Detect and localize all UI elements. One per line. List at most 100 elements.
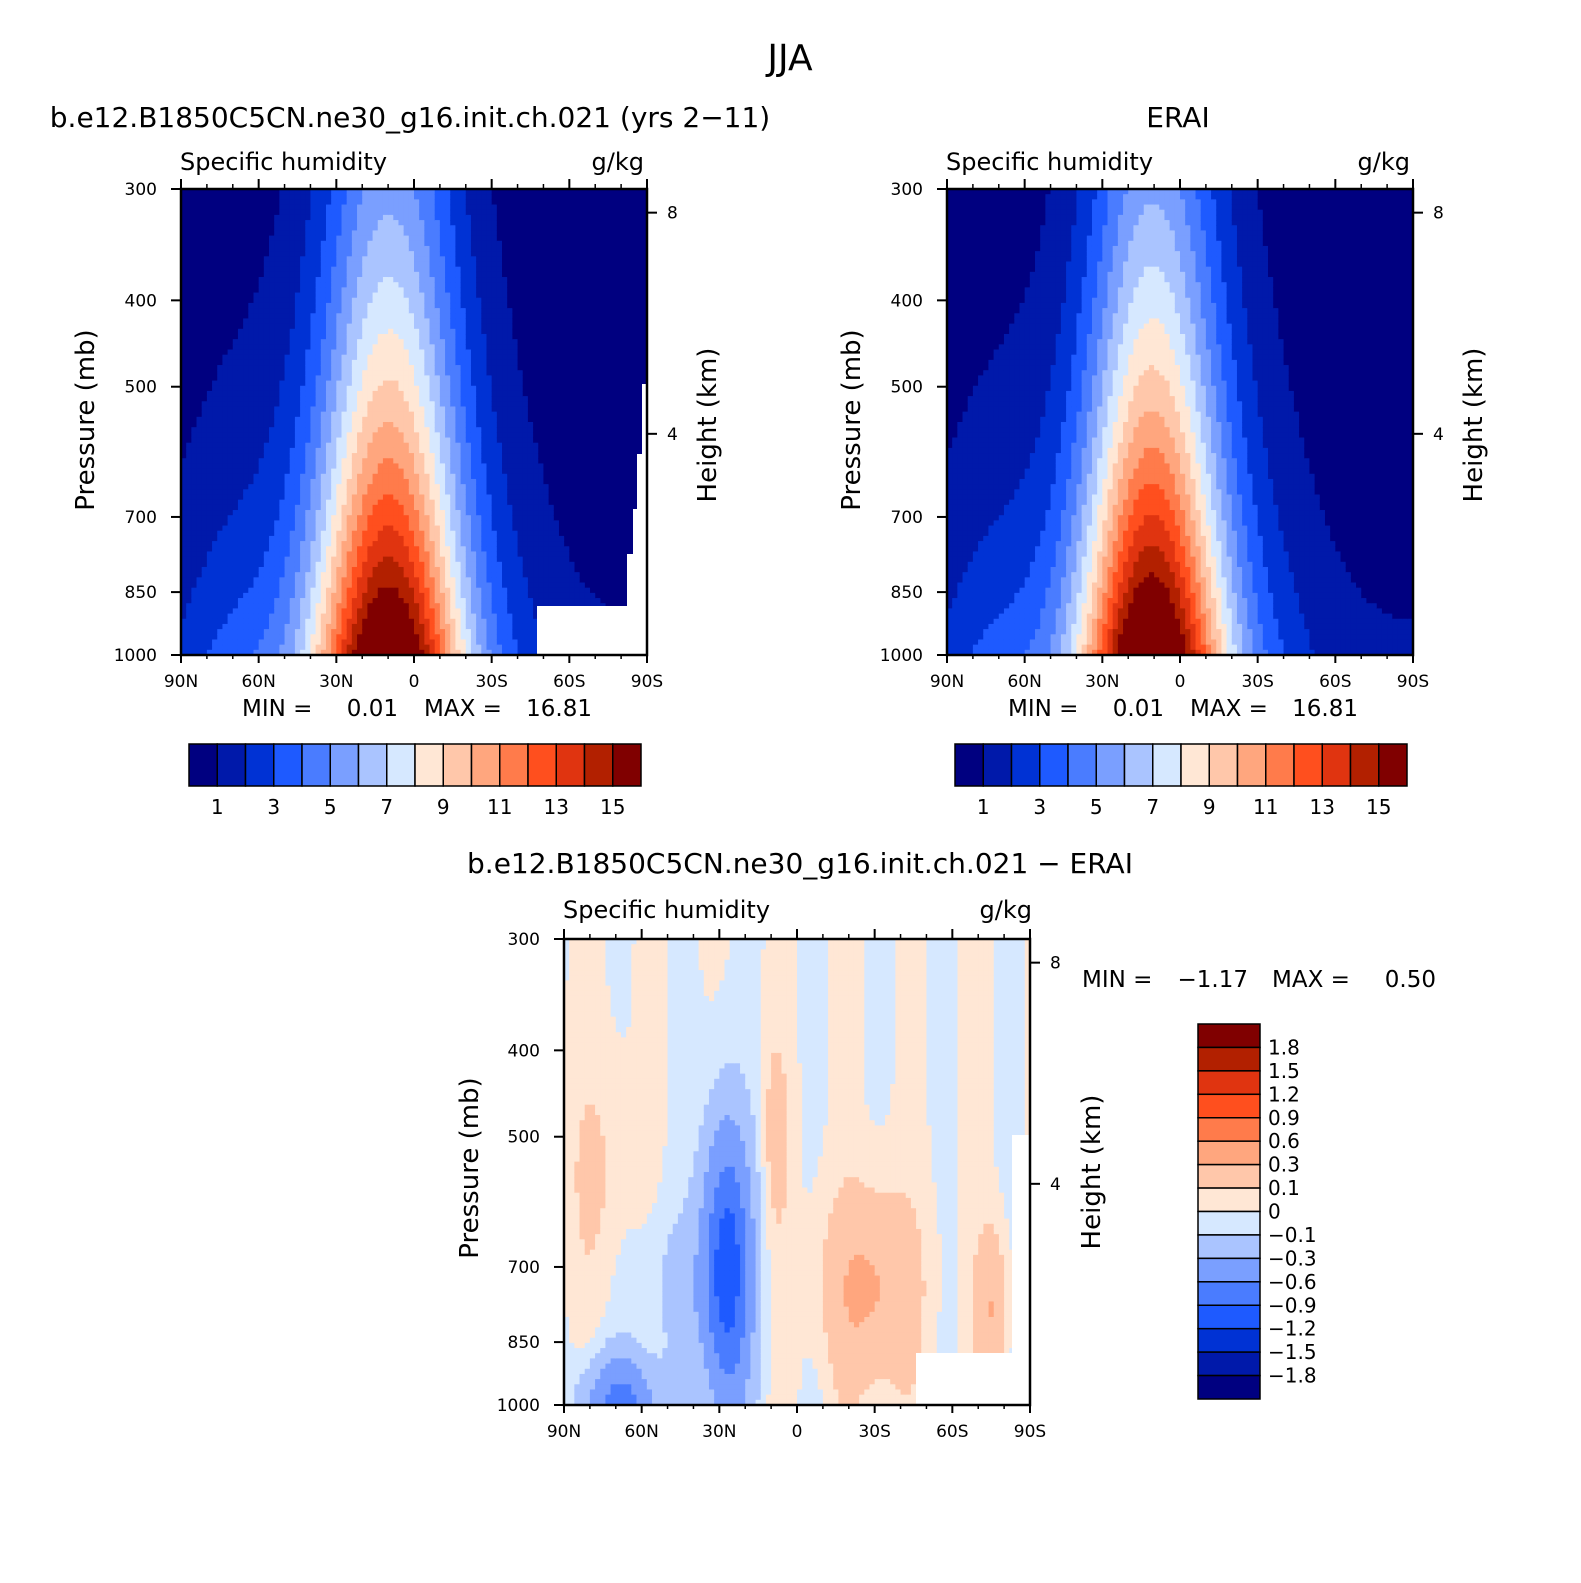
- panel-model-field-cell: [424, 546, 430, 552]
- panel-model-field-cell: [466, 391, 472, 397]
- panel-model-field-cell: [440, 282, 446, 288]
- panel-model-field-cell: [191, 432, 197, 438]
- panel-model-field-cell: [259, 412, 265, 418]
- panel-model-field-cell: [300, 277, 306, 283]
- panel-model-field-cell: [274, 210, 280, 216]
- panel-model-field-cell: [409, 583, 415, 589]
- panel-model-field-cell: [347, 251, 353, 257]
- panel-model-field-cell: [321, 474, 327, 480]
- panel-model-field-cell: [435, 360, 441, 366]
- panel-model-field-cell: [253, 329, 259, 335]
- panel-model-field-cell: [326, 406, 332, 412]
- panel-model-field-cell: [347, 489, 353, 495]
- panel-model-field-cell: [430, 355, 436, 361]
- panel-model-field-cell: [466, 334, 472, 340]
- panel-model-field-cell: [259, 386, 265, 392]
- panel-model-field-cell: [191, 520, 197, 526]
- panel-model-field-cell: [243, 567, 249, 573]
- panel-model-field-cell: [414, 329, 420, 335]
- panel-model-field-cell: [248, 313, 254, 319]
- panel-model-field-cell: [300, 298, 306, 304]
- panel-model-field-cell: [336, 567, 342, 573]
- panel-model-field-cell: [435, 562, 441, 568]
- panel-model-field-cell: [373, 438, 379, 444]
- panel-model-field-cell: [217, 334, 223, 340]
- panel-model-field-cell: [290, 541, 296, 547]
- panel-model-field-cell: [269, 303, 275, 309]
- panel-model-field-cell: [414, 293, 420, 299]
- panel-model-field-cell: [388, 634, 394, 640]
- panel-model-field-cell: [424, 619, 430, 625]
- panel-model-field-cell: [445, 287, 451, 293]
- panel-model-field-cell: [450, 313, 456, 319]
- panel-model-field-cell: [455, 386, 461, 392]
- panel-model-field-cell: [197, 427, 203, 433]
- panel-model-field-cell: [228, 639, 234, 645]
- panel-model-field-cell: [347, 583, 353, 589]
- panel-model-field-cell: [424, 567, 430, 573]
- panel-model-field-cell: [269, 313, 275, 319]
- panel-model-field-cell: [274, 551, 280, 557]
- panel-model-field-cell: [264, 572, 270, 578]
- panel-model-field-cell: [424, 629, 430, 635]
- panel-model-field-cell: [440, 365, 446, 371]
- panel-model-field-cell: [285, 577, 291, 583]
- panel-model-field-cell: [440, 199, 446, 205]
- panel-model-field-cell: [285, 370, 291, 376]
- panel-model-field-cell: [378, 277, 384, 283]
- panel-model-field-cell: [243, 557, 249, 563]
- panel-model-field-cell: [398, 272, 404, 278]
- panel-model-field-cell: [238, 350, 244, 356]
- panel-model-field-cell: [414, 526, 420, 532]
- panel-model-field-cell: [419, 298, 425, 304]
- panel-model-field-cell: [191, 308, 197, 314]
- panel-model-field-cell: [202, 391, 208, 397]
- panel-model-field-cell: [259, 624, 265, 630]
- panel-model-field-cell: [269, 453, 275, 459]
- panel-model-field-cell: [300, 313, 306, 319]
- panel-model-field-cell: [424, 355, 430, 361]
- panel-model-field-cell: [336, 225, 342, 231]
- panel-model-field-cell: [310, 577, 316, 583]
- panel-model-field-cell: [414, 510, 420, 516]
- panel-model-field-cell: [435, 205, 441, 211]
- panel-model-field-cell: [285, 282, 291, 288]
- panel-model-field-cell: [326, 324, 332, 330]
- panel-model-field-cell: [419, 458, 425, 464]
- panel-model-field-cell: [274, 583, 280, 589]
- panel-model-field-cell: [197, 489, 203, 495]
- panel-model-field-cell: [222, 350, 228, 356]
- panel-model-field-cell: [378, 624, 384, 630]
- panel-model-field-cell: [285, 494, 291, 500]
- panel-model-field-cell: [373, 557, 379, 563]
- panel-model-field-cell: [238, 463, 244, 469]
- panel-model-field-cell: [253, 469, 259, 475]
- panel-model-field-cell: [373, 489, 379, 495]
- panel-model-field-cell: [404, 313, 410, 319]
- panel-model-field-cell: [202, 469, 208, 475]
- panel-model-field-cell: [419, 225, 425, 231]
- panel-model-field-cell: [383, 474, 389, 480]
- panel-model-field-cell: [202, 241, 208, 247]
- panel-model-field-cell: [233, 505, 239, 511]
- panel-model-field-cell: [295, 577, 301, 583]
- panel-model-field-cell: [445, 520, 451, 526]
- panel-model-field-cell: [336, 199, 342, 205]
- panel-model-field-cell: [461, 386, 467, 392]
- panel-model-field-cell: [342, 287, 348, 293]
- panel-model-field-cell: [310, 500, 316, 506]
- panel-model-field-cell: [279, 463, 285, 469]
- panel-model-field-cell: [269, 583, 275, 589]
- panel-model-field-cell: [342, 448, 348, 454]
- panel-model-field-cell: [217, 355, 223, 361]
- panel-model-field-cell: [274, 432, 280, 438]
- panel-model-field-cell: [388, 205, 394, 211]
- panel-model-field-cell: [450, 360, 456, 366]
- panel-model-field-cell: [331, 577, 337, 583]
- panel-model-field-cell: [207, 220, 213, 226]
- panel-model-field-cell: [378, 391, 384, 397]
- panel-model-field-cell: [445, 298, 451, 304]
- panel-model-field-cell: [347, 225, 353, 231]
- panel-model-field-cell: [440, 308, 446, 314]
- panel-model-field-cell: [300, 510, 306, 516]
